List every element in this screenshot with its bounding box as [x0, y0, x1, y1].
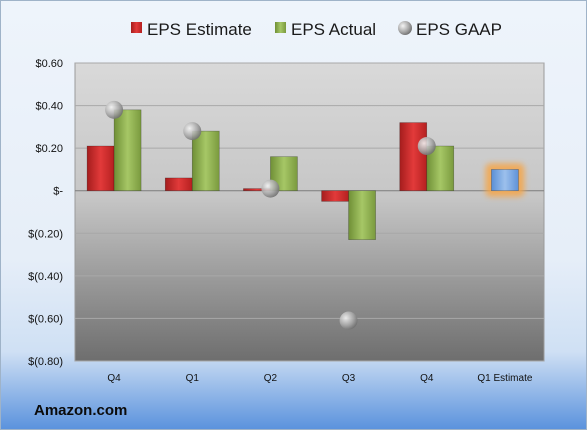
point-eps-gaap: [417, 137, 436, 156]
gaap-points: [105, 100, 436, 330]
legend-swatch-estimate: [131, 22, 142, 33]
bar-eps-actual: [348, 190, 376, 240]
y-tick-label: $(0.40): [28, 271, 63, 283]
plot-area: [74, 62, 545, 362]
bars: [86, 109, 525, 240]
x-tick-label: Q2: [264, 373, 278, 384]
point-eps-gaap: [261, 179, 280, 198]
bar-eps-actual: [113, 109, 142, 192]
y-tick-label: $0.60: [35, 58, 63, 70]
x-axis-labels: Q4 Q1 Q2 Q3 Q4 Q1 Estimate: [107, 373, 532, 384]
point-eps-gaap: [105, 100, 124, 119]
gridlines: [75, 62, 544, 362]
x-tick-label: Q1: [186, 373, 200, 384]
legend-label-actual: EPS Actual: [291, 20, 376, 39]
brand-label: Amazon.com: [34, 402, 128, 419]
y-tick-label: $(0.20): [28, 228, 63, 240]
bar-eps-estimate: [399, 122, 428, 192]
y-tick-label: $0.20: [35, 143, 63, 155]
x-tick-label: Q3: [342, 373, 356, 384]
bar-q1-estimate: [491, 169, 519, 192]
legend-marker-gaap: [398, 21, 412, 35]
bar-eps-estimate: [164, 177, 193, 192]
x-tick-label: Q4: [107, 373, 121, 384]
point-eps-gaap: [339, 311, 358, 330]
x-tick-label: Q4: [420, 373, 434, 384]
legend-swatch-actual: [275, 22, 286, 33]
y-tick-label: $(0.60): [28, 313, 63, 325]
x-tick-label: Q1 Estimate: [477, 373, 532, 384]
y-tick-label: $(0.80): [28, 356, 63, 368]
bar-eps-actual: [191, 130, 220, 192]
legend-label-estimate: EPS Estimate: [147, 20, 252, 39]
legend: EPS Estimate EPS Actual EPS GAAP: [131, 20, 502, 39]
legend-label-gaap: EPS GAAP: [416, 20, 502, 39]
bar-eps-estimate: [86, 145, 115, 192]
y-axis-labels: $0.60 $0.40 $0.20 $- $(0.20) $(0.40) $(0…: [28, 58, 63, 368]
point-eps-gaap: [183, 122, 202, 141]
y-tick-label: $0.40: [35, 101, 63, 113]
bar-eps-estimate: [321, 190, 349, 202]
y-tick-label: $-: [53, 186, 63, 198]
